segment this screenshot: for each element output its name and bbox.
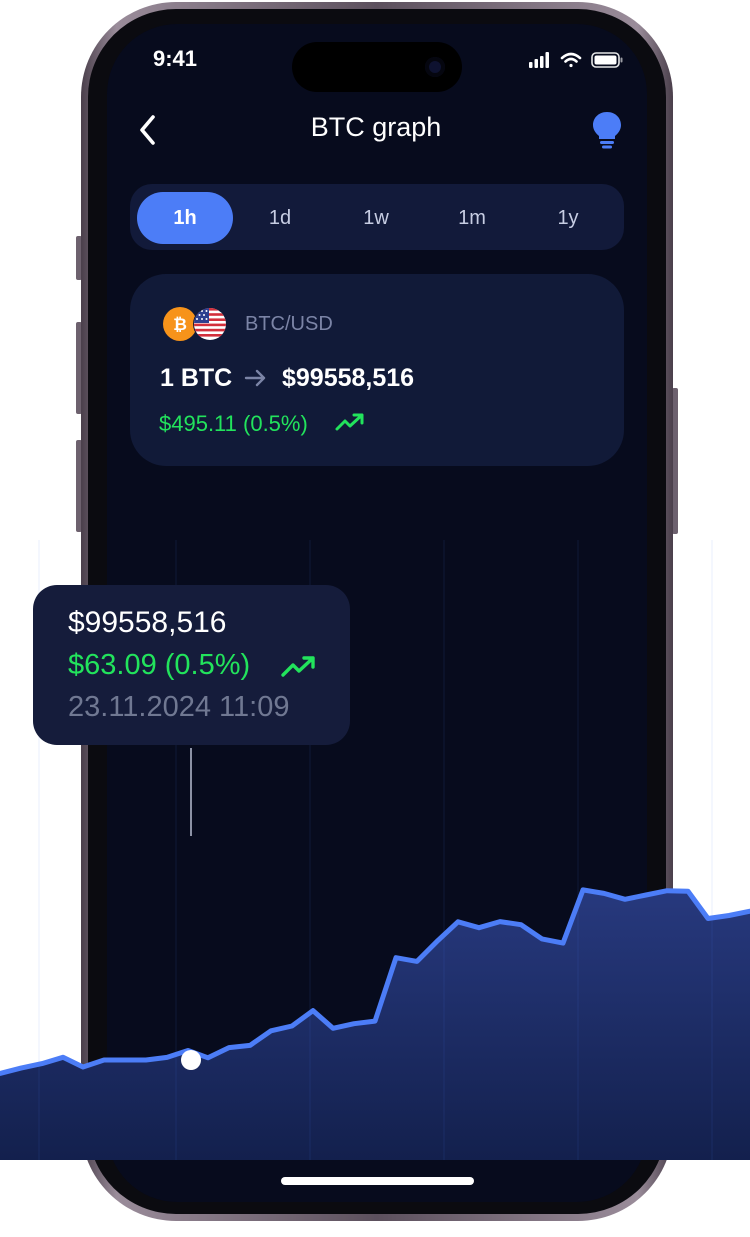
- rate-card: [130, 274, 624, 466]
- page-title: BTC graph: [310, 112, 442, 142]
- signal-icon: [529, 52, 549, 68]
- power-button: [672, 388, 678, 534]
- tab-1y[interactable]: 1y: [557, 206, 579, 229]
- volume-up-button: [76, 322, 82, 414]
- price-chart[interactable]: [0, 540, 750, 1160]
- lightbulb-icon[interactable]: [590, 110, 624, 150]
- status-icons: [529, 52, 623, 68]
- home-indicator[interactable]: [281, 1177, 474, 1185]
- us-flag-icon: [193, 307, 227, 341]
- action-button: [76, 236, 82, 280]
- convert-to: $99558,516: [282, 364, 415, 392]
- arrow-right-icon: [244, 369, 266, 387]
- tooltip-price: $99558,516: [68, 606, 227, 639]
- back-chevron-icon[interactable]: [134, 112, 162, 148]
- convert-from: 1 BTC: [160, 364, 233, 392]
- tab-1d[interactable]: 1d: [268, 206, 292, 229]
- currency-pair: BTC/USD: [245, 313, 333, 335]
- price-line: [0, 887, 750, 1076]
- volume-down-button: [76, 440, 82, 532]
- status-time: 9:41: [153, 46, 198, 71]
- tooltip-date: 23.11.2024 11:09: [68, 691, 290, 723]
- bitcoin-icon: ₿: [163, 307, 197, 341]
- tooltip-change: $63.09 (0.5%): [68, 649, 251, 681]
- camera-icon: [425, 57, 445, 77]
- trending-up-icon: [281, 656, 315, 677]
- selected-point: [181, 1050, 201, 1070]
- svg-text:₿: ₿: [173, 315, 187, 335]
- price-change: $495.11 (0.5%): [159, 411, 308, 436]
- wifi-icon: [560, 52, 582, 68]
- tab-1w[interactable]: 1w: [363, 206, 389, 229]
- tab-1m[interactable]: 1m: [458, 206, 486, 229]
- tab-1h[interactable]: 1h: [137, 192, 233, 244]
- battery-icon: [591, 52, 623, 68]
- price-area: [0, 889, 750, 1160]
- chart-tooltip: [33, 585, 350, 745]
- trending-up-icon: [335, 413, 364, 431]
